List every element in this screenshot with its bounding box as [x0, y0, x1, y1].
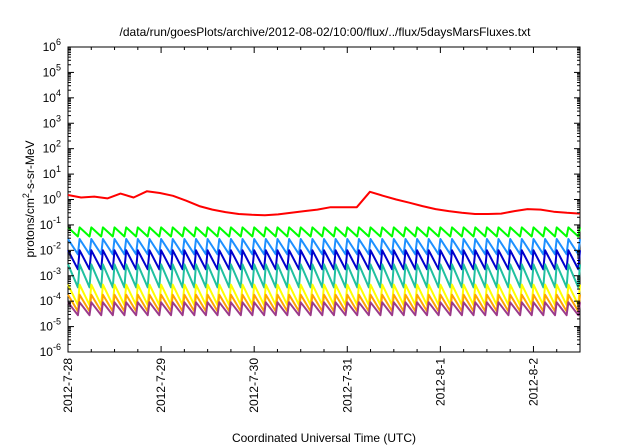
y-tick-label-base: 10 — [40, 294, 54, 308]
y-tick-label-base: 10 — [40, 243, 54, 257]
y-tick-label: 106 — [43, 37, 61, 54]
y-tick-label-base: 10 — [40, 218, 54, 232]
y-tick-label: 10-1 — [40, 215, 61, 232]
series-line-3 — [67, 238, 581, 256]
y-tick-label-exponent: 2 — [56, 139, 61, 149]
y-tick-label: 105 — [43, 62, 61, 79]
y-tick-label-base: 10 — [43, 91, 57, 105]
x-tick-label: 2012-8-1 — [433, 358, 447, 406]
y-tick-label-exponent: -4 — [53, 291, 61, 301]
series-line-5 — [67, 263, 581, 289]
series-line-8 — [67, 301, 581, 317]
y-tick-label: 10-3 — [40, 266, 61, 283]
y-tick-label: 101 — [43, 164, 61, 181]
y-tick-label-base: 10 — [43, 40, 57, 54]
y-tick-label-exponent: 6 — [56, 37, 61, 47]
y-tick-label: 10-2 — [40, 240, 61, 257]
y-tick-label: 102 — [43, 139, 61, 156]
x-tick-label: 2012-7-30 — [247, 358, 261, 413]
chart-title: /data/run/goesPlots/archive/2012-08-02/1… — [120, 25, 532, 39]
y-tick-label-base: 10 — [40, 269, 54, 283]
series-line-2 — [67, 226, 581, 238]
x-tick-label: 2012-7-29 — [154, 358, 168, 413]
y-tick-label-exponent: -5 — [53, 317, 61, 327]
y-tick-label-base: 10 — [43, 193, 57, 207]
y-tick-label-exponent: 1 — [56, 164, 61, 174]
y-tick-label: 10-4 — [40, 291, 61, 308]
y-tick-label-exponent: 5 — [56, 62, 61, 72]
y-tick-label-exponent: -6 — [53, 342, 61, 352]
x-axis: 2012-7-28 2012-7-29 2012-7-30 2012-7-31 2012… — [61, 47, 581, 413]
y-tick-label-exponent: -3 — [53, 266, 61, 276]
x-tick-label: 2012-7-28 — [61, 358, 75, 413]
y-tick-label-base: 10 — [40, 320, 54, 334]
y-tick-label: 10-6 — [40, 342, 61, 359]
y-tick-label-base: 10 — [43, 167, 57, 181]
y-tick-label-exponent: 3 — [56, 113, 61, 123]
y-axis-label: protons/cm2-s-sr-MeV — [21, 140, 37, 257]
y-tick-label: 100 — [43, 190, 61, 207]
y-tick-label-exponent: 0 — [56, 190, 61, 200]
y-tick-label: 104 — [43, 88, 61, 105]
series-line-1 — [67, 190, 581, 217]
y-axis: 10-610-510-410-310-210-11001011021031041… — [40, 37, 580, 359]
y-tick-label-exponent: -1 — [53, 215, 61, 225]
y-tick-label: 10-5 — [40, 317, 61, 334]
y-tick-label-exponent: -2 — [53, 240, 61, 250]
x-tick-label: 2012-7-31 — [340, 358, 354, 413]
series-line-4 — [67, 249, 581, 271]
y-axis-label-base: protons/cm — [23, 198, 37, 257]
y-tick-label-base: 10 — [43, 65, 57, 79]
y-tick-label-base: 10 — [43, 116, 57, 130]
y-tick-label-base: 10 — [40, 345, 54, 359]
series-layer — [67, 190, 581, 317]
x-tick-label: 2012-8-2 — [527, 358, 541, 406]
x-axis-label: Coordinated Universal Time (UTC) — [232, 431, 416, 445]
y-axis-label-superscript: 2 — [21, 193, 31, 198]
y-tick-label-base: 10 — [43, 142, 57, 156]
y-tick-label: 103 — [43, 113, 61, 130]
y-axis-label-rest: -s-sr-MeV — [23, 140, 37, 193]
y-tick-label-exponent: 4 — [56, 88, 61, 98]
